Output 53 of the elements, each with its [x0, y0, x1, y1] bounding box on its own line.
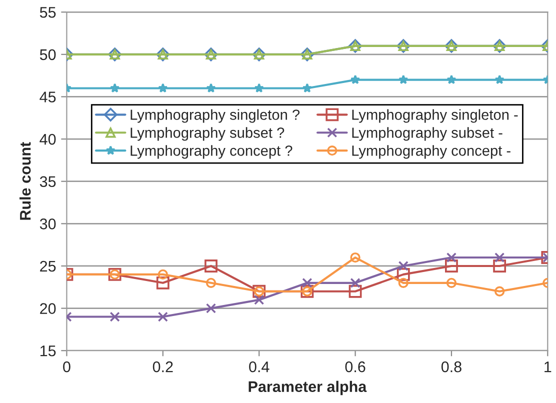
- point: [156, 276, 170, 290]
- legend-label: Lymphography singleton ?: [130, 109, 300, 123]
- point: [350, 74, 360, 84]
- y-tick-label: 55: [40, 7, 56, 18]
- point: [302, 83, 312, 93]
- point: [446, 74, 456, 84]
- x-tick-label: 0.2: [152, 361, 173, 372]
- point: [494, 252, 505, 263]
- legend-label: Lymphography subset -: [352, 127, 502, 141]
- point: [158, 312, 168, 322]
- point: [350, 278, 360, 288]
- point: [206, 83, 216, 93]
- y-tick-label: 20: [40, 303, 56, 314]
- point: [206, 278, 216, 288]
- x-tick-label: 0.6: [345, 361, 366, 372]
- y-axis-title: Rule count: [20, 142, 31, 220]
- y-tick-label: 35: [40, 176, 56, 188]
- legend-label: Lymphography singleton -: [352, 109, 518, 123]
- y-tick-label: 15: [40, 346, 56, 356]
- point: [493, 260, 506, 272]
- point: [158, 269, 168, 280]
- point: [158, 83, 168, 93]
- y-tick-label: 50: [40, 49, 56, 60]
- point: [494, 286, 505, 296]
- point: [494, 74, 504, 84]
- point: [302, 278, 312, 288]
- legend-label: Lymphography concept ?: [130, 145, 292, 159]
- legend-label: Lymphography concept -: [352, 145, 510, 159]
- point: [204, 260, 218, 272]
- point: [206, 303, 216, 314]
- legend-label: Lymphography subset ?: [130, 127, 284, 141]
- point: [110, 83, 120, 93]
- x-tick-label: 0.4: [249, 361, 270, 372]
- y-tick-label: 30: [40, 218, 56, 230]
- y-tick-label: 25: [40, 260, 56, 272]
- point: [398, 74, 408, 84]
- x-tick-label: 0.8: [441, 361, 462, 372]
- y-tick-label: 40: [40, 134, 56, 145]
- point: [446, 278, 457, 288]
- y-tick-label: 45: [40, 92, 56, 102]
- x-tick-label: 0: [63, 361, 70, 372]
- point: [396, 268, 410, 281]
- x-axis-title: Parameter alpha: [248, 380, 367, 396]
- point: [398, 278, 408, 288]
- point: [446, 252, 457, 263]
- point: [110, 312, 120, 322]
- point: [445, 260, 458, 272]
- point: [350, 252, 360, 263]
- point: [398, 260, 408, 272]
- point: [254, 83, 264, 93]
- point: [348, 284, 362, 298]
- x-tick-label: 1: [544, 362, 552, 372]
- point: [254, 294, 264, 305]
